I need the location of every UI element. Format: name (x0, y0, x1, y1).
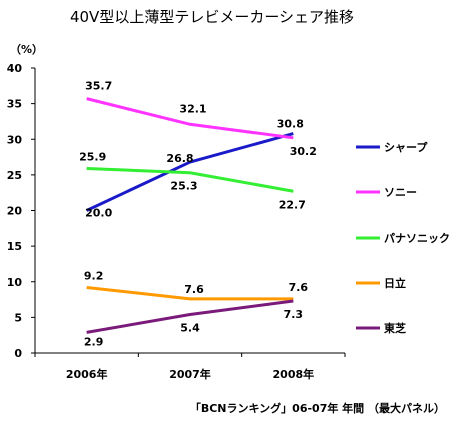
data-label: 30.8 (277, 118, 304, 131)
x-tick-label: 2007年 (169, 367, 211, 381)
series-line-0 (86, 132, 294, 212)
source-note: 「BCNランキング」06-07年 年間 （最大パネル） (190, 401, 445, 415)
x-tick-label: 2008年 (273, 367, 315, 381)
y-axis-unit-label: （%） (10, 43, 43, 56)
series-line-2 (86, 166, 294, 193)
series-layer (86, 97, 294, 334)
series-line-1 (86, 97, 294, 140)
legend-label: 東芝 (384, 321, 406, 335)
legend-label: 日立 (384, 276, 406, 290)
data-label: 25.9 (79, 150, 106, 163)
data-label: 22.7 (279, 198, 306, 211)
series-line-4 (86, 299, 294, 334)
series-line-3 (86, 285, 294, 301)
y-tick-label: 15 (7, 240, 22, 253)
data-label: 9.2 (84, 269, 104, 282)
data-label: 26.8 (166, 152, 193, 165)
data-label: 20.0 (85, 207, 112, 220)
data-label: 32.1 (179, 102, 206, 115)
data-label: 5.4 (180, 322, 200, 335)
y-tick-label: 5 (14, 311, 22, 324)
x-tick-label: 2006年 (66, 367, 108, 381)
data-label: 7.3 (284, 308, 304, 321)
y-tick-label: 0 (14, 347, 22, 360)
data-label: 7.6 (289, 281, 309, 294)
legend-label: ソニー (384, 186, 417, 199)
y-tick-label: 25 (7, 169, 22, 182)
data-labels: 20.0 26.8 30.8 35.7 32.1 30.2 25.9 25.3 22.7 9.2 7… (79, 80, 317, 349)
axes: 0 5 10 15 20 25 30 35 40 2006年 2007年 2008年 (7, 62, 346, 381)
y-tick-label: 20 (7, 205, 23, 218)
y-tick-label: 40 (7, 62, 23, 75)
data-label: 7.6 (184, 283, 204, 296)
legend-label: パナソニック (384, 232, 450, 245)
y-tick-label: 10 (7, 276, 23, 289)
chart-title: 40V型以上薄型テレビメーカーシェア推移 (70, 8, 354, 26)
y-tick-label: 30 (7, 133, 23, 146)
data-label: 30.2 (290, 145, 317, 158)
data-label: 2.9 (84, 335, 104, 348)
legend-label: シャープ (384, 140, 428, 154)
data-label: 35.7 (85, 80, 112, 93)
y-tick-label: 35 (7, 98, 22, 111)
data-label: 25.3 (170, 180, 197, 193)
